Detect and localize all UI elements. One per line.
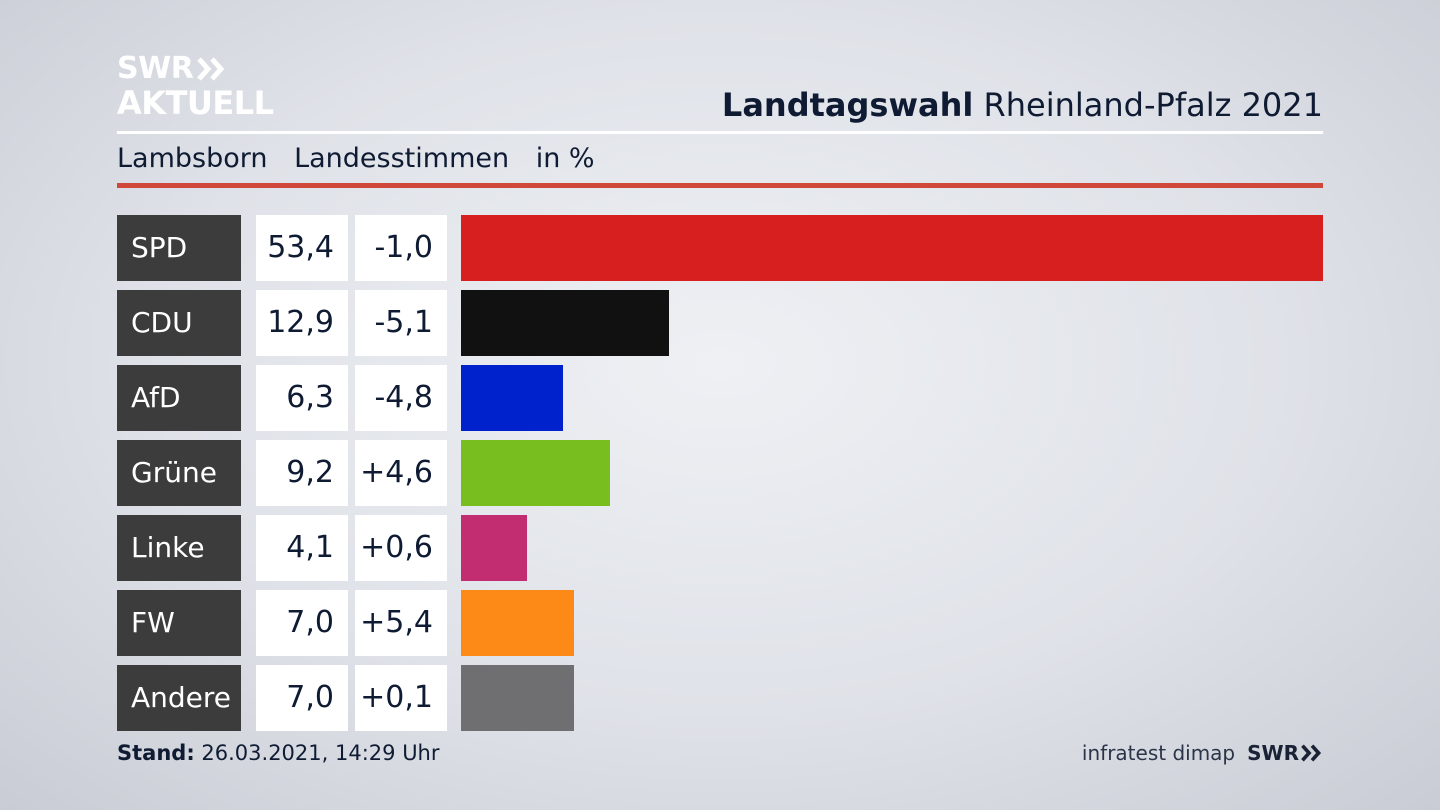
location-label: Lambsborn	[117, 143, 268, 174]
vote-share-label: 9,2	[256, 440, 348, 506]
chart-subtitle: Lambsborn Landesstimmen in %	[117, 143, 613, 174]
stand-label: Stand:	[117, 741, 195, 765]
header-divider	[117, 131, 1323, 134]
change-label: +0,1	[355, 665, 447, 731]
swr-brand-label: SWR	[1247, 741, 1299, 765]
double-chevron-right-icon	[197, 57, 225, 81]
change-label: +4,6	[355, 440, 447, 506]
logo-line-2: AKTUELL	[117, 84, 274, 122]
bar-afd	[461, 365, 563, 431]
chart-row: Linke 4,1 +0,6	[117, 515, 1323, 581]
double-chevron-right-icon	[1301, 744, 1322, 762]
bar-fw	[461, 590, 574, 656]
stand-value: 26.03.2021, 14:29 Uhr	[201, 741, 440, 765]
party-label: Linke	[117, 515, 241, 581]
chart-row: Grüne 9,2 +4,6	[117, 440, 1323, 506]
vote-share-label: 4,1	[256, 515, 348, 581]
swr-brand: SWR	[1247, 741, 1323, 765]
party-label: AfD	[117, 365, 241, 431]
timestamp: Stand: 26.03.2021, 14:29 Uhr	[117, 741, 440, 765]
unit-label: in %	[535, 143, 595, 174]
swr-aktuell-logo: SWR AKTUELL	[117, 51, 274, 122]
vote-share-label: 53,4	[256, 215, 348, 281]
bar-andere	[461, 665, 574, 731]
change-label: +5,4	[355, 590, 447, 656]
chart-row: FW 7,0 +5,4	[117, 590, 1323, 656]
chart-row: SPD 53,4 -1,0	[117, 215, 1323, 281]
change-label: -4,8	[355, 365, 447, 431]
vote-share-label: 12,9	[256, 290, 348, 356]
vote-share-label: 7,0	[256, 665, 348, 731]
chart-title: Landtagswahl Rheinland-Pfalz 2021	[722, 86, 1323, 124]
logo-line-1: SWR	[117, 51, 194, 86]
source-credit: infratest dimap SWR	[1082, 741, 1323, 765]
party-label: Grüne	[117, 440, 241, 506]
party-label: SPD	[117, 215, 241, 281]
source-label: infratest dimap	[1081, 741, 1236, 765]
vote-share-label: 7,0	[256, 590, 348, 656]
accent-divider	[117, 183, 1323, 188]
change-label: +0,6	[355, 515, 447, 581]
bar-linke	[461, 515, 527, 581]
vote-type-label: Landesstimmen	[294, 143, 510, 174]
bar-cdu	[461, 290, 669, 356]
chart-row: Andere 7,0 +0,1	[117, 665, 1323, 731]
chart-row: AfD 6,3 -4,8	[117, 365, 1323, 431]
bar-grüne	[461, 440, 610, 506]
chart-row: CDU 12,9 -5,1	[117, 290, 1323, 356]
bar-spd	[461, 215, 1323, 281]
party-label: FW	[117, 590, 241, 656]
party-label: Andere	[117, 665, 241, 731]
title-bold: Landtagswahl	[721, 86, 974, 124]
title-rest: Rheinland-Pfalz 2021	[983, 86, 1323, 124]
change-label: -1,0	[355, 215, 447, 281]
vote-share-label: 6,3	[256, 365, 348, 431]
party-label: CDU	[117, 290, 241, 356]
change-label: -5,1	[355, 290, 447, 356]
